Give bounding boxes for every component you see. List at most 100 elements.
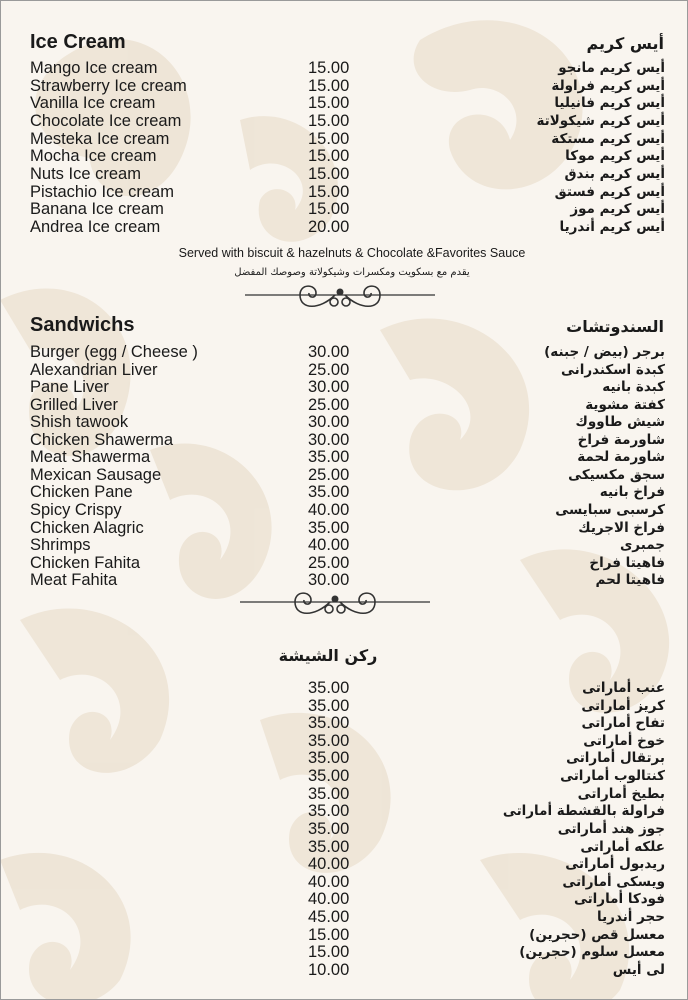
item-name-ar: كريز أماراتى xyxy=(581,697,665,714)
item-name-en: Nuts Ice cream xyxy=(30,164,141,183)
item-name-en: Spicy Crispy xyxy=(30,500,122,519)
item-name-ar: أيس كريم فستق xyxy=(554,183,665,200)
item-price: 15.00 xyxy=(308,164,350,183)
item-name-en: Grilled Liver xyxy=(30,395,119,414)
item-name-ar: فراولة بالقشطة أماراتى xyxy=(502,803,665,820)
ice-cream-title-en: Ice Cream xyxy=(30,31,126,53)
item-price: 30.00 xyxy=(308,571,350,590)
item-name-ar: فراخ الاجريك xyxy=(578,519,665,536)
item-name-ar: كبدة بانيه xyxy=(602,379,665,396)
item-name-en: Pane Liver xyxy=(30,378,109,397)
item-name-ar: أيس كريم بندق xyxy=(564,165,665,182)
item-name-ar: شاورمة فراخ xyxy=(577,431,665,448)
item-price: 40.00 xyxy=(308,536,350,555)
menu-item-row: Chocolate Ice cream 15.00 أيس كريم شيكولات… xyxy=(0,112,688,130)
item-name-en: Meat Fahita xyxy=(30,571,118,590)
item-name-ar: أيس كريم موز xyxy=(570,201,665,218)
menu-item-row: Mango Ice cream 15.00 أيس كريم مانجو xyxy=(0,59,688,77)
item-name-en: Mesteka Ice cream xyxy=(30,129,170,148)
item-price: 15.00 xyxy=(308,943,350,962)
item-price: 25.00 xyxy=(308,553,350,572)
item-price: 35.00 xyxy=(308,483,350,502)
menu-item-row: 35.00 كريز أماراتى xyxy=(0,697,688,715)
item-name-ar: خوخ أماراتى xyxy=(583,732,665,749)
item-name-ar: كنتالوب أماراتى xyxy=(560,768,665,785)
menu-item-row: 35.00 بطيخ أماراتى xyxy=(0,785,688,803)
item-name-en: Chicken Shawerma xyxy=(30,430,174,449)
item-price: 25.00 xyxy=(308,395,350,414)
item-name-ar: جوز هند أماراتى xyxy=(557,820,665,837)
menu-item-row: 40.00 ويسكى أماراتى xyxy=(0,873,688,891)
item-name-ar: برجر (بيض / جبنه) xyxy=(544,344,665,360)
menu-item-row: Andrea Ice cream 20.00 أيس كريم أندريا xyxy=(0,218,688,236)
menu-item-row: 35.00 تفاح أماراتى xyxy=(0,714,688,732)
item-price: 40.00 xyxy=(308,872,350,891)
item-name-ar: شيش طاووك xyxy=(575,414,665,431)
item-name-ar: برتقال أماراتى xyxy=(566,750,665,767)
sandwiches-title-ar: السندوتشات xyxy=(566,317,664,336)
item-name-ar: أيس كريم مانجو xyxy=(558,60,665,76)
ornament-divider-icon xyxy=(245,285,435,308)
item-name-en: Chicken Fahita xyxy=(30,553,141,572)
item-price: 15.00 xyxy=(308,76,350,95)
item-name-en: Shrimps xyxy=(30,536,91,555)
menu-item-row: Nuts Ice cream 15.00 أيس كريم بندق xyxy=(0,165,688,183)
menu-item-row: Strawberry Ice cream 15.00 أيس كريم فراولة xyxy=(0,77,688,95)
item-name-en: Shish tawook xyxy=(30,413,129,432)
menu-item-row: Chicken Fahita 25.00 فاهيتا فراخ xyxy=(0,554,688,572)
item-price: 45.00 xyxy=(308,908,350,927)
item-name-ar: أيس كريم أندريا xyxy=(559,218,666,235)
item-price: 30.00 xyxy=(308,378,350,397)
ice-cream-note-en: Served with biscuit & hazelnuts & Chocol… xyxy=(178,246,526,260)
item-price: 15.00 xyxy=(308,111,350,130)
menu-item-row: 45.00 حجر أندريا xyxy=(0,908,688,926)
item-name-ar: فودكا أماراتى xyxy=(573,891,665,908)
item-name-ar: سجق مكسيكى xyxy=(568,466,665,483)
item-price: 35.00 xyxy=(308,731,350,750)
item-price: 35.00 xyxy=(308,696,350,715)
item-name-ar: أيس كريم شيكولاتة xyxy=(536,112,666,129)
menu-item-row: 35.00 عنب أماراتى xyxy=(0,679,688,697)
item-name-ar: ويسكى أماراتى xyxy=(562,873,665,890)
item-price: 35.00 xyxy=(308,767,350,786)
item-price: 35.00 xyxy=(308,802,350,821)
item-name-ar: عنب أماراتى xyxy=(582,680,665,696)
menu-item-row: Meat Shawerma 35.00 شاورمة لحمة xyxy=(0,448,688,466)
menu-item-row: Vanilla Ice cream 15.00 أيس كريم فانيليا xyxy=(0,94,688,112)
item-price: 25.00 xyxy=(308,360,350,379)
item-price: 35.00 xyxy=(308,784,350,803)
ornament-divider-icon xyxy=(240,592,430,615)
menu-item-row: 40.00 فودكا أماراتى xyxy=(0,890,688,908)
menu-item-row: Spicy Crispy 40.00 كرسبى سبايسى xyxy=(0,501,688,519)
item-name-en: Vanilla Ice cream xyxy=(30,94,156,113)
item-price: 35.00 xyxy=(308,837,350,856)
menu-item-row: 35.00 برتقال أماراتى xyxy=(0,749,688,767)
item-price: 15.00 xyxy=(308,129,350,148)
item-name-ar: أيس كريم فراولة xyxy=(551,77,665,94)
menu-item-row: Chicken Shawerma 30.00 شاورمة فراخ xyxy=(0,431,688,449)
item-price: 30.00 xyxy=(308,343,350,361)
item-price: 35.00 xyxy=(308,714,350,733)
item-name-en: Mocha Ice cream xyxy=(30,147,157,166)
menu-item-row: Chicken Alagric 35.00 فراخ الاجريك xyxy=(0,519,688,537)
menu-item-row: Pistachio Ice cream 15.00 أيس كريم فستق xyxy=(0,183,688,201)
item-name-en: Strawberry Ice cream xyxy=(30,76,187,95)
item-price: 40.00 xyxy=(308,890,350,909)
menu-item-row: Burger (egg / Cheese ) 30.00 برجر (بيض / ج… xyxy=(0,343,688,361)
ice-cream-title-ar: أيس كريم xyxy=(586,34,665,53)
item-name-ar: شاورمة لحمة xyxy=(577,449,665,466)
menu-item-row: Shish tawook 30.00 شيش طاووك xyxy=(0,413,688,431)
item-price: 35.00 xyxy=(308,679,350,697)
menu-item-row: Grilled Liver 25.00 كفتة مشوية xyxy=(0,396,688,414)
item-name-ar: فراخ بانيه xyxy=(599,484,665,501)
item-price: 35.00 xyxy=(308,819,350,838)
shisha-title-ar: ركن الشيشة xyxy=(278,646,378,665)
item-price: 15.00 xyxy=(308,925,350,944)
item-name-en: Burger (egg / Cheese ) xyxy=(30,343,198,361)
menu-item-row: 40.00 ريدبول أماراتى xyxy=(0,855,688,873)
item-price: 15.00 xyxy=(308,147,350,166)
item-name-en: Pistachio Ice cream xyxy=(30,182,174,201)
item-name-en: Alexandrian Liver xyxy=(30,360,158,379)
item-name-ar: علكه أماراتى xyxy=(580,838,665,855)
